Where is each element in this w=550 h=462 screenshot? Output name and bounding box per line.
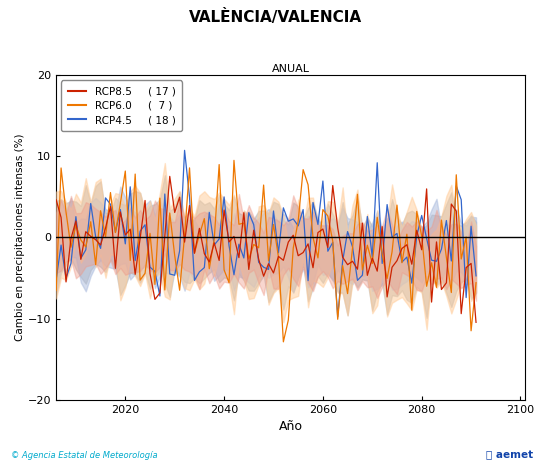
Text: © Agencia Estatal de Meteorología: © Agencia Estatal de Meteorología: [11, 451, 158, 460]
Y-axis label: Cambio en precipitaciones intensas (%): Cambio en precipitaciones intensas (%): [15, 134, 25, 341]
Text: VALÈNCIA/VALENCIA: VALÈNCIA/VALENCIA: [189, 9, 361, 25]
Text: ⓘ aemet: ⓘ aemet: [486, 450, 534, 460]
Legend: RCP8.5     ( 17 ), RCP6.0     (  7 ), RCP4.5     ( 18 ): RCP8.5 ( 17 ), RCP6.0 ( 7 ), RCP4.5 ( 18…: [62, 80, 182, 131]
X-axis label: Año: Año: [279, 420, 303, 433]
Title: ANUAL: ANUAL: [272, 65, 310, 74]
